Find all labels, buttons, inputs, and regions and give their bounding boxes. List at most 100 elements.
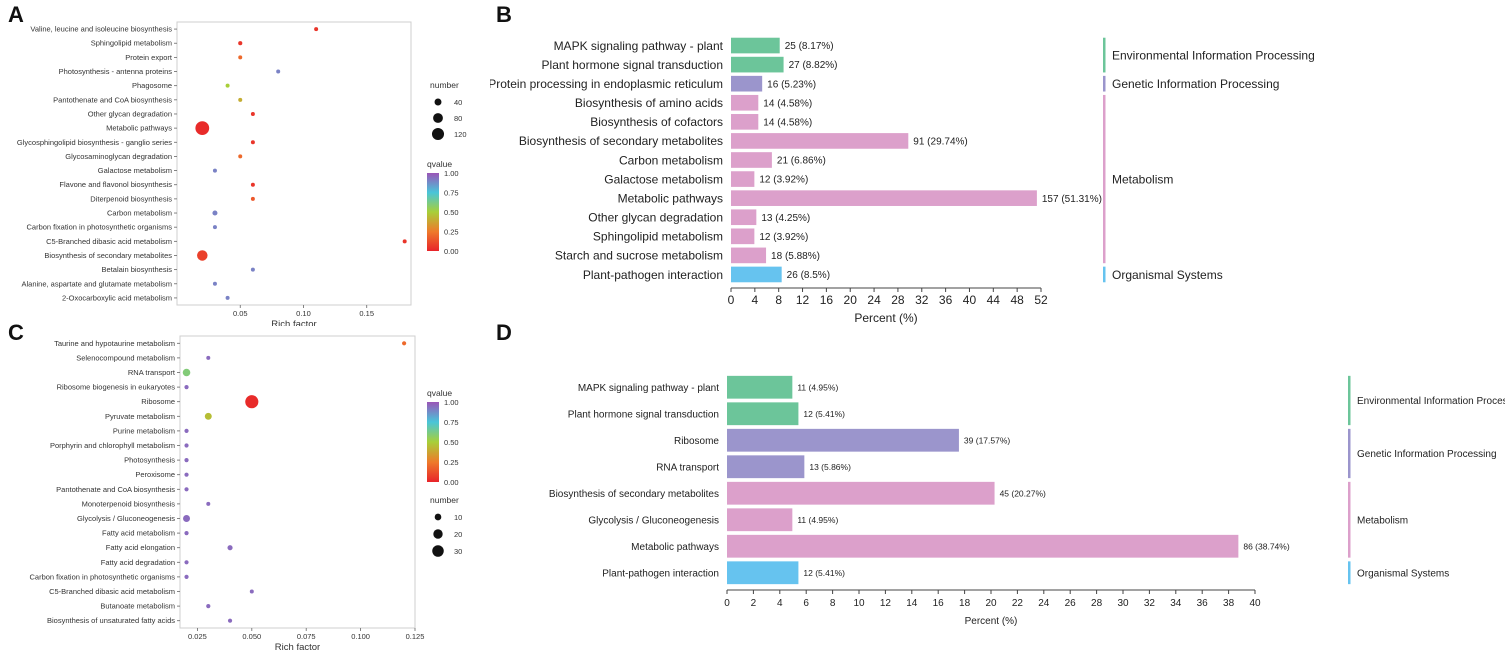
panel-b: B MAPK signaling pathway - plant 25 (8.17… — [490, 0, 1505, 326]
bubble-point — [314, 27, 319, 32]
y-tick-label: Other glycan degradation — [88, 109, 172, 118]
x-tick-label: 4 — [752, 293, 759, 307]
category-label: Plant-pathogen interaction — [602, 568, 719, 579]
panel-b-label: B — [496, 2, 512, 27]
bubble-point — [184, 385, 189, 390]
x-tick-label: 38 — [1223, 598, 1235, 609]
value-label: 86 (38.74%) — [1243, 541, 1289, 551]
x-tick-label: 0 — [728, 293, 735, 307]
bubble-point — [184, 487, 189, 492]
y-tick-label: RNA transport — [128, 368, 176, 377]
x-tick-label: 16 — [933, 598, 945, 609]
bubble-point — [184, 472, 189, 477]
color-legend-label: 1.00 — [444, 398, 459, 407]
value-label: 27 (8.82%) — [789, 60, 838, 71]
category-label: Biosynthesis of cofactors — [590, 115, 723, 129]
size-legend-dot — [431, 127, 445, 141]
bubble-point — [204, 412, 212, 420]
x-tick-label: 24 — [1038, 598, 1050, 609]
bubble-point — [250, 140, 255, 145]
color-legend-label: 0.50 — [444, 208, 459, 217]
y-tick-label: Valine, leucine and isoleucine biosynthe… — [30, 25, 172, 34]
category-label: Other glycan degradation — [588, 211, 723, 225]
x-tick-label: 32 — [1144, 598, 1156, 609]
bar — [731, 94, 759, 111]
x-axis-title: Percent (%) — [854, 311, 917, 325]
x-axis-title: Rich factor — [275, 642, 320, 652]
x-tick-label: 10 — [853, 598, 865, 609]
y-tick-label: Flavone and flavonol biosynthesis — [59, 180, 172, 189]
group-bracket — [1103, 75, 1106, 92]
group-bracket — [1103, 37, 1106, 73]
y-tick-label: Taurine and hypotaurine metabolism — [54, 339, 175, 348]
color-legend-label: 0.50 — [444, 438, 459, 447]
bubble-point — [184, 531, 189, 536]
bubble-point — [206, 501, 211, 506]
group-label: Environmental Information Processing — [1357, 396, 1505, 407]
value-label: 26 (8.5%) — [787, 270, 830, 281]
x-tick-label: 48 — [1010, 293, 1024, 307]
bar — [731, 56, 784, 73]
group-bracket — [1348, 428, 1351, 479]
color-legend-label: 0.25 — [444, 458, 459, 467]
panel-d: D MAPK signaling pathway - plant 11 (4.95… — [490, 316, 1505, 652]
panel-a: A Valine, leucine and isoleucine biosynt… — [0, 0, 490, 326]
value-label: 13 (4.25%) — [761, 213, 810, 224]
x-tick-label: 14 — [906, 598, 918, 609]
y-tick-label: Sphingolipid metabolism — [91, 39, 172, 48]
size-legend-dot — [433, 113, 443, 123]
x-axis-title: Percent (%) — [965, 616, 1018, 627]
size-legend-dot — [434, 98, 442, 106]
category-label: MAPK signaling pathway - plant — [554, 39, 724, 53]
y-tick-label: C5-Branched dibasic acid metabolism — [46, 237, 172, 246]
y-tick-label: Photosynthesis - antenna proteins — [59, 67, 173, 76]
value-label: 12 (5.41%) — [803, 409, 845, 419]
x-tick-label: 18 — [959, 598, 971, 609]
bubble-point — [225, 83, 230, 88]
category-label: Glycolysis / Gluconeogenesis — [588, 515, 719, 526]
category-label: Metabolic pathways — [631, 542, 719, 553]
y-tick-label: Pyruvate metabolism — [105, 412, 175, 421]
bubble-point — [250, 182, 255, 187]
bubble-point — [195, 121, 210, 136]
bar — [727, 534, 1239, 558]
y-tick-label: Metabolic pathways — [106, 124, 172, 133]
color-legend-label: 0.00 — [444, 478, 459, 487]
group-label: Metabolism — [1357, 515, 1408, 526]
x-tick-label: 36 — [1197, 598, 1209, 609]
panel-d-label: D — [496, 320, 512, 345]
y-tick-label: 2-Oxocarboxylic acid metabolism — [62, 293, 172, 302]
size-legend-title: number — [430, 80, 459, 90]
color-legend-label: 0.00 — [444, 247, 459, 256]
color-legend-label: 0.75 — [444, 189, 459, 198]
size-legend-label: 80 — [454, 114, 462, 123]
category-label: Protein processing in endoplasmic reticu… — [490, 77, 723, 91]
x-tick-label: 0.15 — [359, 309, 374, 318]
bubble-point — [184, 428, 189, 433]
y-tick-label: Ribosome biogenesis in eukaryotes — [57, 383, 176, 392]
bar — [731, 171, 755, 187]
value-label: 14 (4.58%) — [763, 98, 812, 109]
group-bracket — [1348, 375, 1351, 426]
bubble-point — [238, 97, 243, 102]
bubble-point — [402, 239, 407, 244]
panel-d-chart: MAPK signaling pathway - plant 11 (4.95%)… — [549, 375, 1505, 627]
x-tick-label: 2 — [751, 598, 757, 609]
x-tick-label: 0.075 — [297, 632, 316, 641]
bubble-point — [250, 111, 255, 116]
bubble-point — [212, 281, 217, 286]
value-label: 11 (4.95%) — [797, 382, 838, 392]
size-legend-dot — [434, 513, 442, 521]
x-tick-label: 6 — [803, 598, 809, 609]
value-label: 18 (5.88%) — [771, 251, 820, 262]
color-legend-bar — [427, 402, 439, 482]
x-tick-label: 0 — [724, 598, 730, 609]
panel-b-chart: MAPK signaling pathway - plant 25 (8.17%)… — [490, 37, 1315, 325]
x-tick-label: 8 — [775, 293, 782, 307]
bar — [727, 375, 793, 399]
value-label: 12 (5.41%) — [803, 568, 845, 578]
bar — [727, 428, 959, 452]
y-tick-label: Protein export — [125, 53, 173, 62]
bar — [731, 266, 782, 283]
y-tick-label: Peroxisome — [135, 470, 175, 479]
